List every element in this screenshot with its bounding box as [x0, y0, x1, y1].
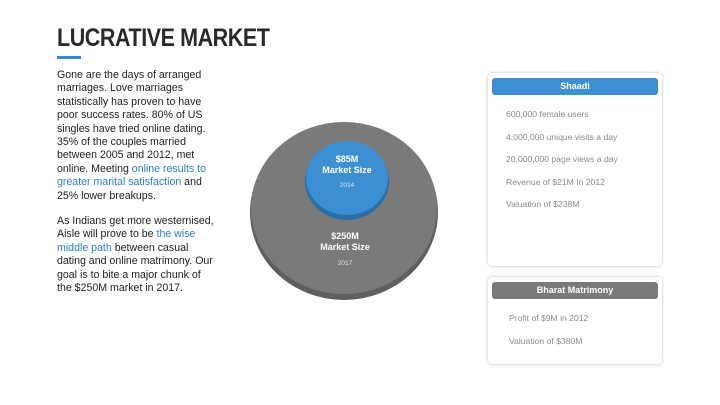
small-bubble-value: $85M	[335, 154, 359, 164]
stat-item: 600,000 female users	[506, 109, 589, 119]
middle-path-link[interactable]: the wise middle path	[57, 228, 196, 254]
shaadi-card-header: Shaadi	[492, 78, 658, 95]
shaadi-card: Shaadi 600,000 female users 4,000,000 uni…	[488, 73, 662, 266]
intro-p2-text: As Indians get more westernised, Aisle w…	[57, 215, 214, 241]
bharat-matrimony-card: Bharat Matrimony Profit of $9M in 2012 Va…	[488, 277, 662, 364]
small-bubble-label: $85M Market Size	[322, 154, 372, 176]
intro-text: Gone are the days of arranged marriages.…	[57, 69, 217, 308]
stat-item: 4,000,000 unique visits a day	[506, 131, 618, 142]
intro-p1-tail: and 25% lower breakups.	[57, 176, 202, 202]
intro-paragraph-2: As Indians get more westernised, Aisle w…	[57, 215, 217, 295]
intro-p2-tail: between casual dating and online matrimo…	[57, 241, 213, 295]
large-bubble-label: $250M Market Size	[315, 231, 375, 253]
large-bubble-value: $250M	[331, 231, 359, 241]
intro-paragraph-1: Gone are the days of arranged marriages.…	[57, 69, 217, 203]
stat-item: Revenue of $21M In 2012	[506, 176, 605, 187]
stat-item: Valuation of $238M	[506, 199, 580, 209]
page-title: LUCRATIVE MARKET	[57, 24, 270, 52]
small-bubble-caption: Market Size	[322, 165, 372, 175]
shaadi-stats-list: 600,000 female users 4,000,000 unique vis…	[488, 95, 662, 220]
title-underline	[57, 56, 81, 59]
stat-item: Profit of $9M in 2012	[509, 313, 589, 323]
large-bubble-year: 2017	[337, 260, 353, 267]
market-size-bubbles: $85M Market Size 2014 $250M Market Size …	[250, 120, 442, 300]
stat-item: 20,000,000 page views a day	[506, 154, 618, 164]
small-bubble	[306, 141, 388, 215]
stat-item: Valuation of $380M	[509, 335, 583, 346]
bharat-card-header: Bharat Matrimony	[492, 282, 658, 299]
large-bubble-caption: Market Size	[320, 242, 370, 252]
intro-p1-text: Gone are the days of arranged marriages.…	[57, 69, 206, 175]
bubble-graphic	[250, 122, 438, 300]
satisfaction-link[interactable]: online results to greater marital satisf…	[57, 162, 206, 189]
bharat-stats-list: Profit of $9M in 2012 Valuation of $380M	[488, 299, 662, 356]
small-bubble-year: 2014	[339, 182, 355, 189]
